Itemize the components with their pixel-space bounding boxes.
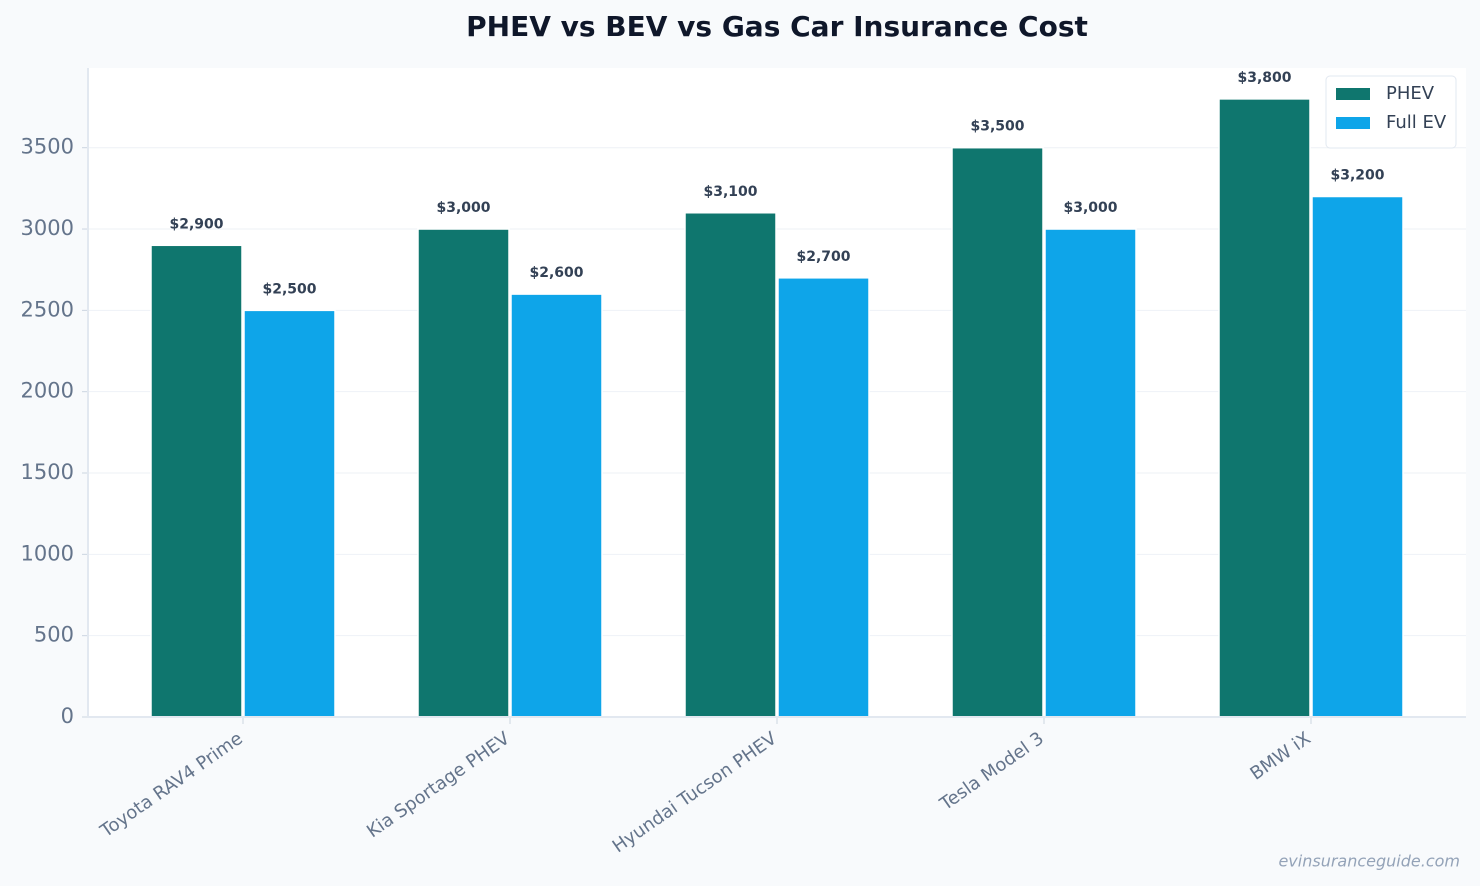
bar <box>951 146 1044 718</box>
y-tick-label: 3500 <box>21 135 74 159</box>
bar <box>417 228 510 718</box>
bar <box>684 212 777 718</box>
value-label: $2,600 <box>529 265 583 281</box>
bar <box>1218 98 1311 718</box>
legend-label: Full EV <box>1386 112 1447 133</box>
value-label: $3,000 <box>1063 200 1117 216</box>
legend-label: PHEV <box>1386 83 1435 104</box>
y-tick-label: 1500 <box>21 460 74 484</box>
y-tick-label: 0 <box>61 704 74 728</box>
chart-title: PHEV vs BEV vs Gas Car Insurance Cost <box>466 10 1088 43</box>
bar <box>777 277 870 718</box>
bar <box>510 293 603 718</box>
legend-swatch <box>1336 117 1370 129</box>
legend-swatch <box>1336 88 1370 100</box>
watermark: evinsuranceguide.com <box>1278 852 1460 871</box>
y-tick-label: 2500 <box>21 297 74 321</box>
value-label: $2,900 <box>169 216 223 232</box>
bar <box>1044 228 1137 718</box>
bar <box>243 309 336 718</box>
value-label: $2,500 <box>262 281 316 297</box>
value-label: $3,000 <box>436 200 490 216</box>
value-label: $3,200 <box>1330 167 1384 183</box>
y-tick-label: 1000 <box>21 541 74 565</box>
bar <box>1311 195 1404 718</box>
y-tick-label: 3000 <box>21 216 74 240</box>
y-tick-label: 2000 <box>21 379 74 403</box>
value-label: $3,800 <box>1237 70 1291 86</box>
value-label: $3,500 <box>970 119 1024 135</box>
bar <box>150 244 243 718</box>
value-label: $2,700 <box>796 249 850 265</box>
value-label: $3,100 <box>703 184 757 200</box>
y-tick-label: 500 <box>34 623 74 647</box>
